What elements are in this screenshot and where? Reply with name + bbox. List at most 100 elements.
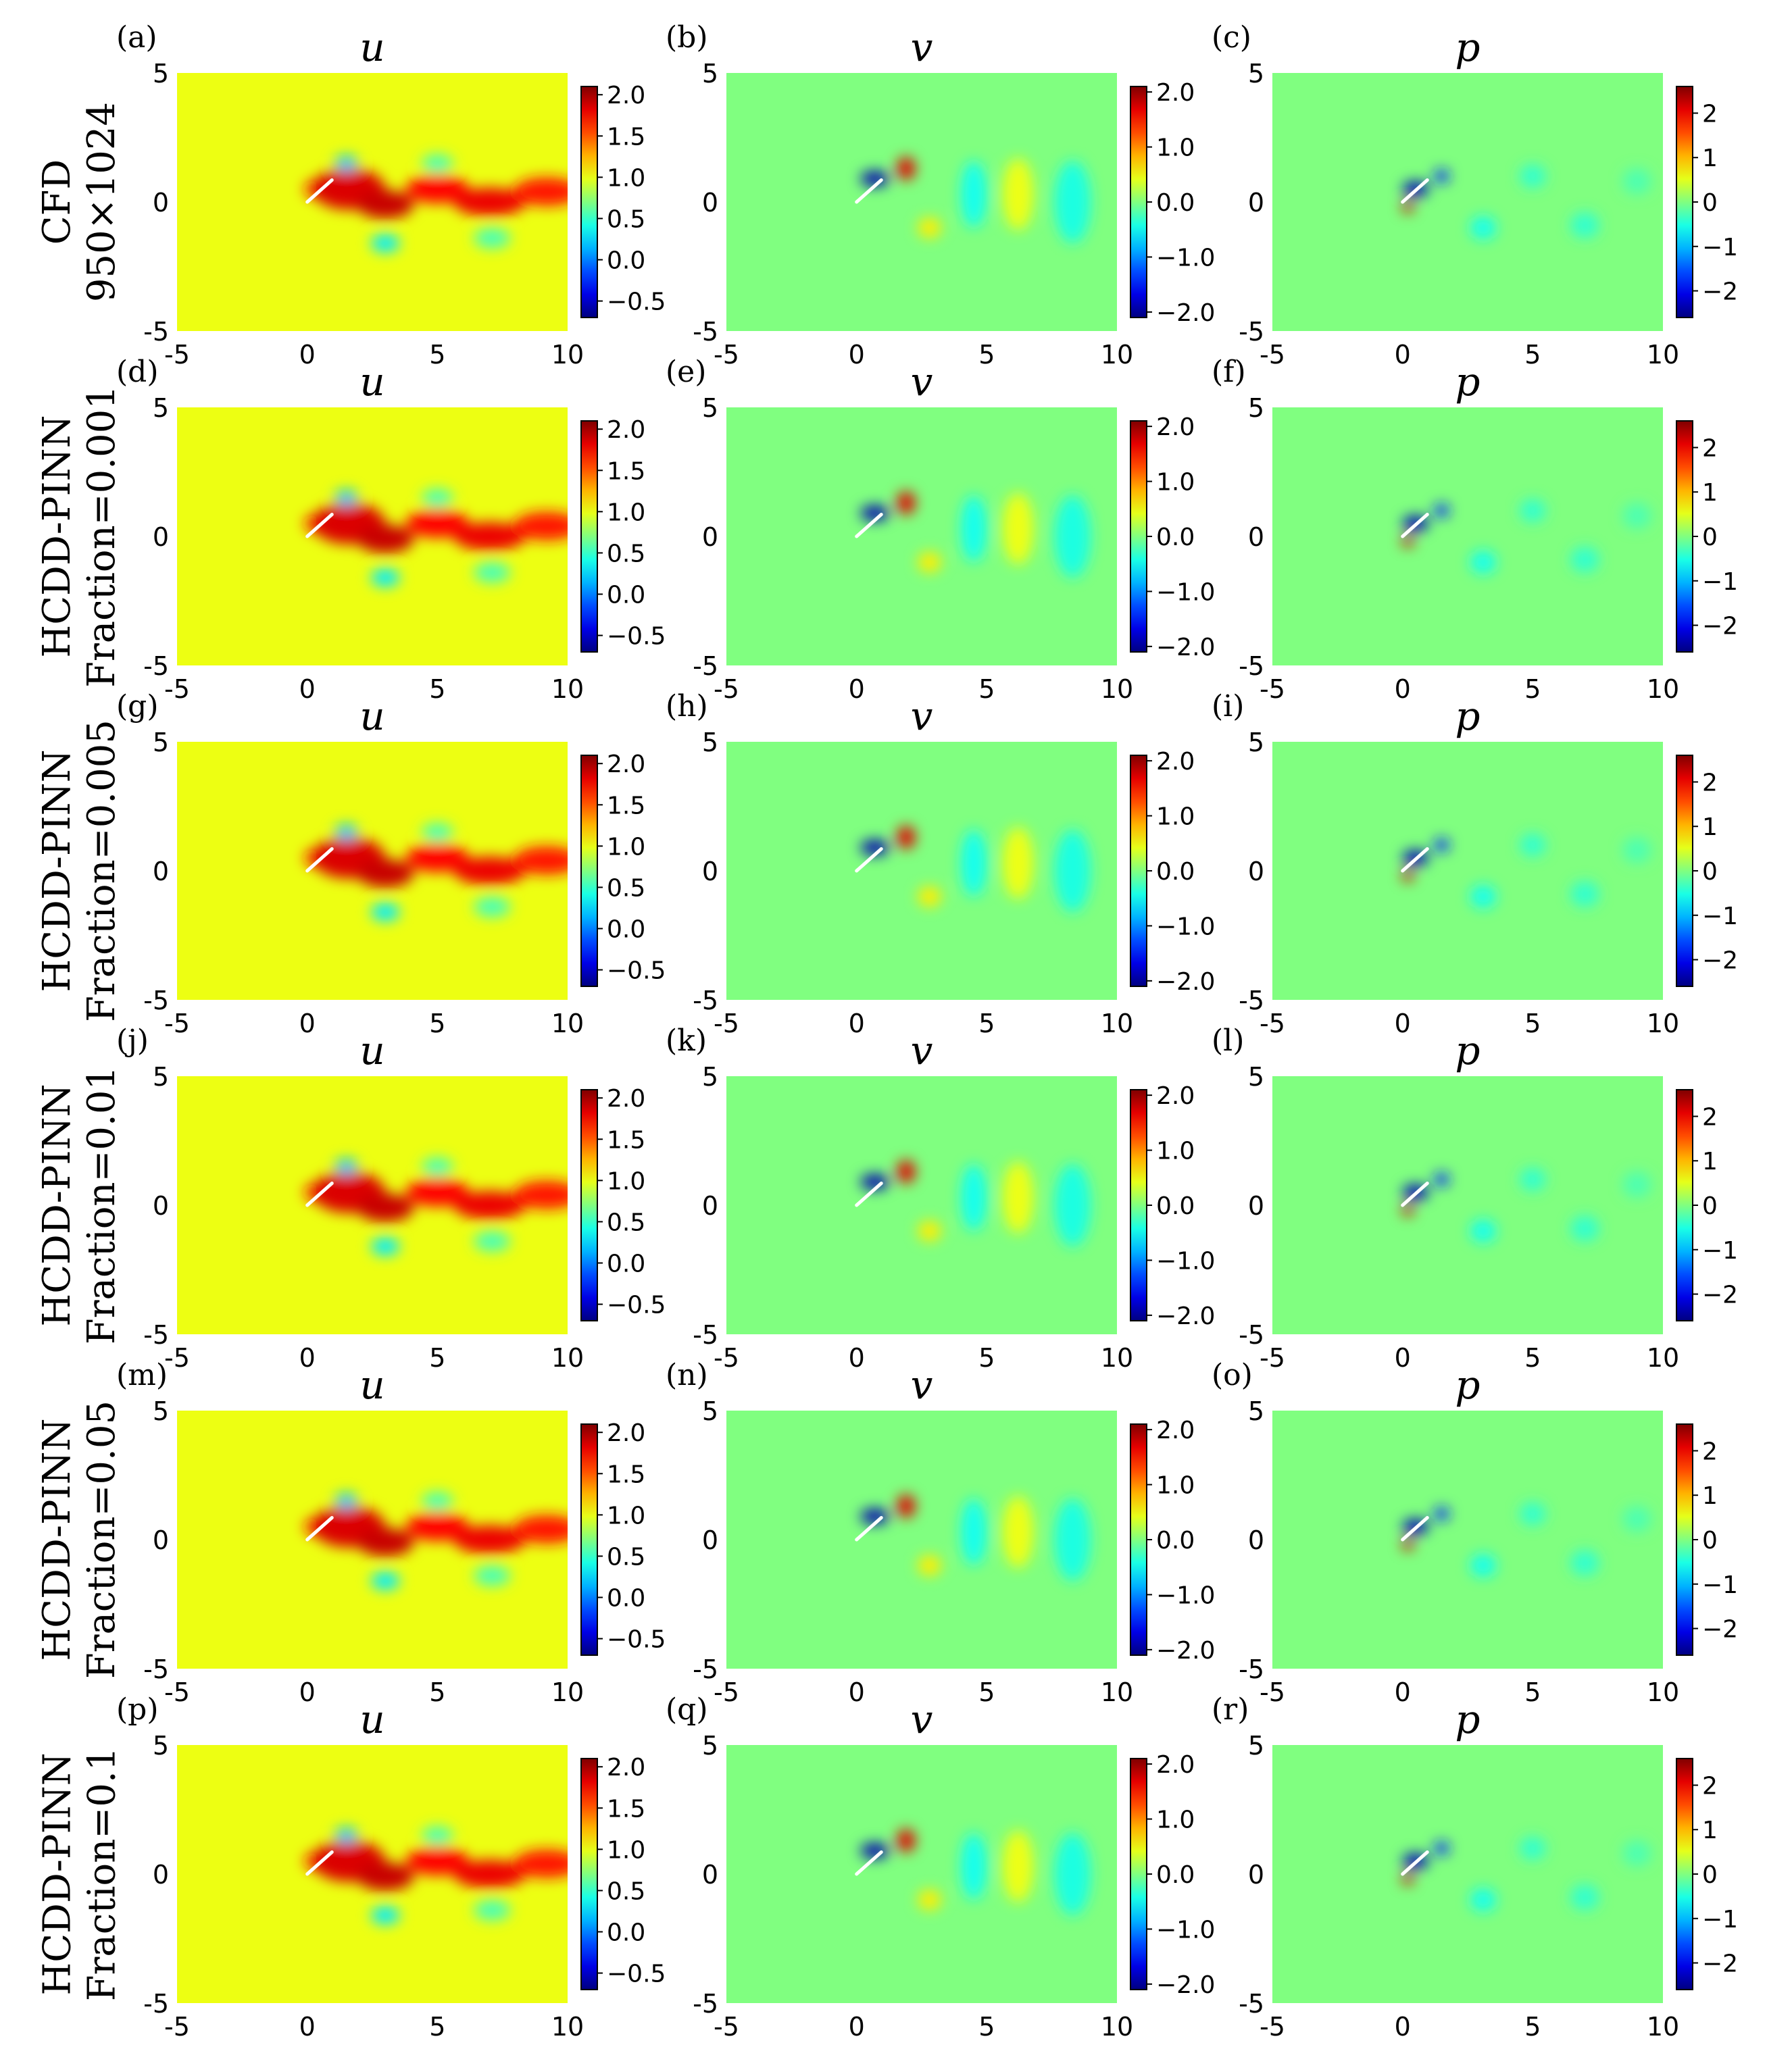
panel-title: p xyxy=(1455,693,1480,739)
colorbar-tick-label: −2.0 xyxy=(1156,1637,1215,1665)
colorbar-tick-label: 1 xyxy=(1702,479,1718,507)
field-feature xyxy=(334,824,358,840)
colorbar-tick-label: 1.0 xyxy=(607,1167,645,1195)
colorbar xyxy=(1130,86,1147,318)
colorbar-tick-label: 2.0 xyxy=(607,1754,645,1782)
row-label-line1: HCDD-PINN xyxy=(35,1418,79,1661)
x-tick-label: 5 xyxy=(1524,1009,1541,1038)
colorbar-tick-label: 0 xyxy=(1702,524,1718,551)
x-tick-label: 5 xyxy=(978,340,995,370)
field-feature xyxy=(897,826,916,849)
colorbar-tick-label: −2.0 xyxy=(1156,299,1215,327)
y-tick-label: 0 xyxy=(1248,522,1264,552)
x-tick-label: -5 xyxy=(1260,674,1285,704)
colorbar xyxy=(1676,86,1693,318)
colorbar xyxy=(1676,755,1693,987)
x-tick-label: -5 xyxy=(164,1677,190,1707)
colorbar-tick-label: 0.0 xyxy=(1156,1861,1195,1889)
colorbar-tick-label: −1.0 xyxy=(1156,1916,1215,1944)
colorbar-tick-label: 2.0 xyxy=(1156,1751,1195,1779)
airfoil-mark xyxy=(305,1850,334,1876)
row-label-line1: CFD xyxy=(35,159,80,245)
colorbar-tick-label: 1.0 xyxy=(607,499,645,526)
row-label-text: CFD 950×1024 xyxy=(35,102,124,302)
x-tick-label: 5 xyxy=(1524,2012,1541,2042)
colorbar xyxy=(580,755,598,987)
panel-u: u (a) 5 0 -5-5 0 5 10 2.0 1.5 1.0 0.5 0.0 −0.5 xyxy=(116,20,666,370)
airfoil-mark xyxy=(305,1182,334,1207)
airfoil-mark xyxy=(855,1516,883,1542)
colorbar-tick-label: 1 xyxy=(1702,813,1718,841)
colorbar-tick-label: −0.5 xyxy=(607,623,666,651)
colorbar-tick-label: 1 xyxy=(1702,145,1718,172)
field-feature xyxy=(1570,881,1599,907)
x-tick-label: -5 xyxy=(164,1009,190,1038)
colorbar-tick-label: −1 xyxy=(1702,1906,1738,1934)
panel-title: u xyxy=(359,693,384,739)
colorbar-tick-label: 0.5 xyxy=(607,874,645,902)
colorbar-tick-label: −1.0 xyxy=(1156,578,1215,606)
y-tick-label: 5 xyxy=(702,1062,718,1092)
x-tick-label: 10 xyxy=(551,340,584,370)
panel-letter: (f) xyxy=(1212,355,1246,389)
y-tick-label: -5 xyxy=(693,1989,718,2019)
x-tick-label: 5 xyxy=(1524,1677,1541,1707)
field-feature xyxy=(1054,160,1091,244)
field-feature xyxy=(356,524,414,553)
colorbar-tick-label: 0 xyxy=(1702,1861,1718,1889)
field-feature xyxy=(474,1900,511,1921)
x-tick-label: 0 xyxy=(1395,1343,1411,1373)
field-feature xyxy=(406,1178,469,1207)
colorbar-tick-label: 2.0 xyxy=(1156,748,1195,776)
row-label-line2: 950×1024 xyxy=(80,101,124,303)
field-feature xyxy=(897,157,916,180)
field-feature xyxy=(334,490,358,506)
field-background xyxy=(726,407,1117,665)
colorbar-tick-label: 2.0 xyxy=(1156,413,1195,441)
panel-letter: (p) xyxy=(116,1692,159,1727)
field-background xyxy=(726,1411,1117,1669)
field-feature xyxy=(406,509,469,538)
field-feature xyxy=(356,859,414,888)
colorbar-tick-label: −1.0 xyxy=(1156,1247,1215,1275)
x-tick-label: 0 xyxy=(849,674,865,704)
row-label-text: HCDD-PINN Fraction=0.1 xyxy=(35,1747,124,2002)
x-tick-label: 10 xyxy=(1647,1343,1679,1373)
y-tick-label: -5 xyxy=(143,651,169,681)
field-feature xyxy=(1434,1507,1449,1521)
airfoil-mark xyxy=(855,513,883,538)
row-label: CFD 950×1024 xyxy=(32,73,127,331)
panel-letter: (c) xyxy=(1212,20,1251,55)
row-label-line2: Fraction=0.001 xyxy=(80,385,124,688)
colorbar-tick-label: 1 xyxy=(1702,1817,1718,1844)
field-feature xyxy=(1622,1171,1651,1198)
row-label-line2: Fraction=0.01 xyxy=(80,1065,124,1345)
field-feature xyxy=(453,187,526,217)
colorbar xyxy=(1130,755,1147,987)
field-feature xyxy=(960,160,987,228)
colorbar-tick-label: −2 xyxy=(1702,947,1738,975)
panel-title: p xyxy=(1455,1696,1480,1742)
x-tick-label: 10 xyxy=(1101,340,1133,370)
panel-letter: (g) xyxy=(116,689,159,724)
x-tick-label: 5 xyxy=(978,1343,995,1373)
field-feature xyxy=(422,1492,453,1511)
y-tick-label: 0 xyxy=(153,1860,169,1890)
colorbar-tick-label: 0.5 xyxy=(607,1877,645,1905)
row-label: HCDD-PINN Fraction=0.001 xyxy=(32,385,127,688)
airfoil-mark xyxy=(855,1850,883,1876)
x-tick-label: 5 xyxy=(429,340,445,370)
field-feature xyxy=(1470,885,1497,909)
y-tick-label: 5 xyxy=(702,59,718,89)
panel-title: v xyxy=(911,1696,933,1742)
y-tick-label: -5 xyxy=(1239,651,1264,681)
x-tick-label: 0 xyxy=(299,2012,316,2042)
colorbar-tick-label: −2 xyxy=(1702,613,1738,640)
x-tick-label: 10 xyxy=(551,1343,584,1373)
panel-title: v xyxy=(911,1362,933,1408)
airfoil-mark xyxy=(1401,513,1429,538)
field-feature xyxy=(453,1859,526,1889)
x-tick-label: -5 xyxy=(714,1009,739,1038)
